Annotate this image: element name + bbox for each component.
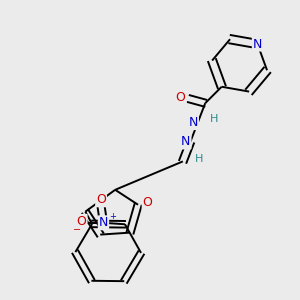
Text: H: H [210, 114, 218, 124]
Text: N: N [253, 38, 262, 50]
Text: O: O [143, 196, 152, 209]
Text: N: N [189, 116, 198, 129]
Text: O: O [96, 193, 106, 206]
Text: N: N [99, 216, 108, 229]
Text: O: O [77, 215, 87, 228]
Text: +: + [109, 212, 116, 221]
Text: O: O [176, 91, 185, 104]
Text: −: − [73, 225, 81, 235]
Text: N: N [181, 136, 190, 148]
Text: H: H [195, 154, 203, 164]
